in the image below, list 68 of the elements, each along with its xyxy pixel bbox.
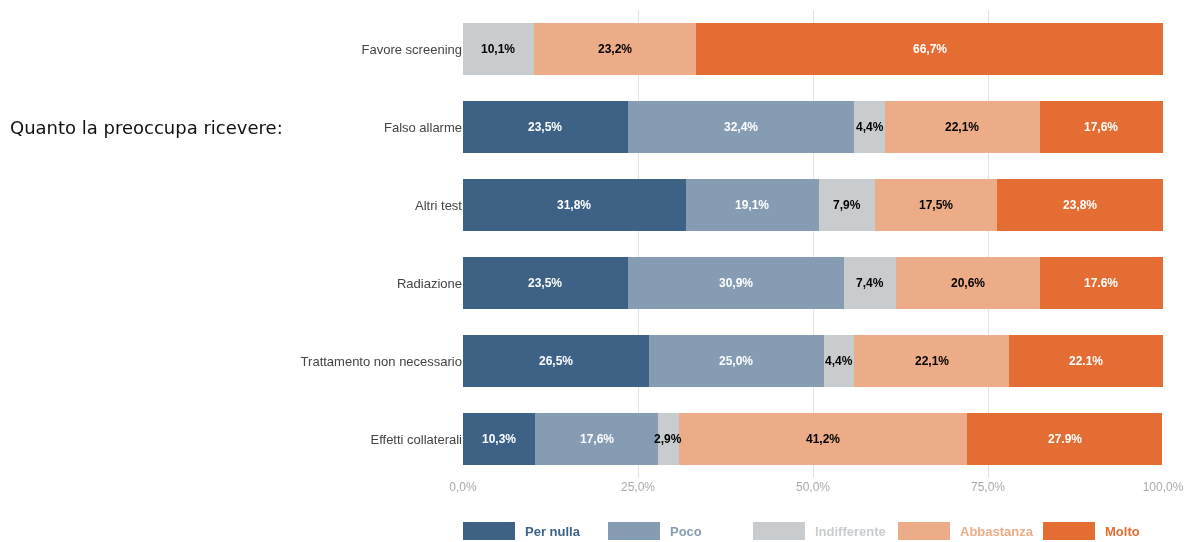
bar bbox=[854, 335, 1009, 387]
data-label: 25,0% bbox=[719, 354, 754, 368]
bar bbox=[1039, 101, 1163, 153]
bar bbox=[627, 257, 844, 309]
data-label: 31,8% bbox=[557, 198, 592, 212]
data-label: 26,5% bbox=[539, 354, 574, 368]
legend-label: Poco bbox=[670, 523, 702, 539]
data-label: 20,6% bbox=[951, 276, 986, 290]
data-label: 2,9% bbox=[654, 432, 682, 446]
legend-label: Per nulla bbox=[525, 523, 580, 539]
data-label: 22,1% bbox=[915, 354, 950, 368]
x-tick-label: 100,0% bbox=[1142, 480, 1184, 494]
bar bbox=[997, 179, 1163, 231]
x-tick-label: 50,0% bbox=[795, 480, 831, 494]
data-label: 23,2% bbox=[598, 42, 633, 56]
bar bbox=[843, 257, 896, 309]
data-label: 17,6% bbox=[1084, 120, 1119, 134]
bar bbox=[463, 23, 534, 75]
data-label: 32,4% bbox=[724, 120, 759, 134]
data-label: 22,1% bbox=[945, 120, 980, 134]
data-label: 30,9% bbox=[719, 276, 754, 290]
bar bbox=[463, 335, 649, 387]
text: Quanto la preoccupa ricevere: bbox=[10, 117, 283, 138]
bar bbox=[854, 101, 886, 153]
data-label: 17,5% bbox=[919, 198, 954, 212]
data-label: 41,2% bbox=[806, 432, 841, 446]
data-label: 4,4% bbox=[825, 354, 853, 368]
data-label: 7,9% bbox=[833, 198, 861, 212]
data-label: 23,8% bbox=[1063, 198, 1098, 212]
bar bbox=[1009, 335, 1163, 387]
legend-label: Abbastanza bbox=[960, 523, 1033, 539]
data-label: 19,1% bbox=[735, 198, 770, 212]
bar bbox=[463, 413, 536, 465]
bar bbox=[874, 179, 998, 231]
bar bbox=[463, 179, 686, 231]
bar bbox=[648, 335, 824, 387]
data-label: 10,1% bbox=[481, 42, 516, 56]
x-tick-label: 0,0% bbox=[449, 480, 477, 494]
y-tick-label: Altri test bbox=[415, 197, 463, 213]
bar bbox=[627, 101, 855, 153]
bar bbox=[1039, 257, 1163, 309]
x-tick-label: 75,0% bbox=[970, 480, 1006, 494]
bar bbox=[967, 413, 1163, 465]
data-label: 66,7% bbox=[913, 42, 948, 56]
y-tick-label: Favore screening bbox=[361, 41, 462, 57]
bar bbox=[463, 257, 628, 309]
y-tick-label: Radiazione bbox=[396, 275, 462, 291]
data-label: 27.9% bbox=[1048, 432, 1083, 446]
data-label: 17.6% bbox=[1084, 276, 1119, 290]
bar bbox=[696, 23, 1163, 75]
data-label: 17,6% bbox=[580, 432, 615, 446]
y-tick-label: Effetti collaterali bbox=[370, 431, 463, 447]
data-label: 4,4% bbox=[856, 120, 884, 134]
bar bbox=[463, 101, 628, 153]
data-label: 23,5% bbox=[528, 120, 563, 134]
x-tick-label: 25,0% bbox=[620, 480, 656, 494]
bar bbox=[885, 101, 1040, 153]
bar bbox=[685, 179, 820, 231]
data-label: 23,5% bbox=[528, 276, 563, 290]
bar bbox=[533, 23, 697, 75]
bar bbox=[895, 257, 1040, 309]
y-tick-label: Falso allarme bbox=[383, 119, 462, 135]
legend-label: Molto bbox=[1105, 523, 1140, 539]
bar bbox=[819, 179, 875, 231]
y-tick-label: Trattamento non necessario bbox=[300, 353, 462, 369]
data-label: 22.1% bbox=[1069, 354, 1104, 368]
data-label: 7,4% bbox=[856, 276, 884, 290]
data-label: 10,3% bbox=[482, 432, 517, 446]
